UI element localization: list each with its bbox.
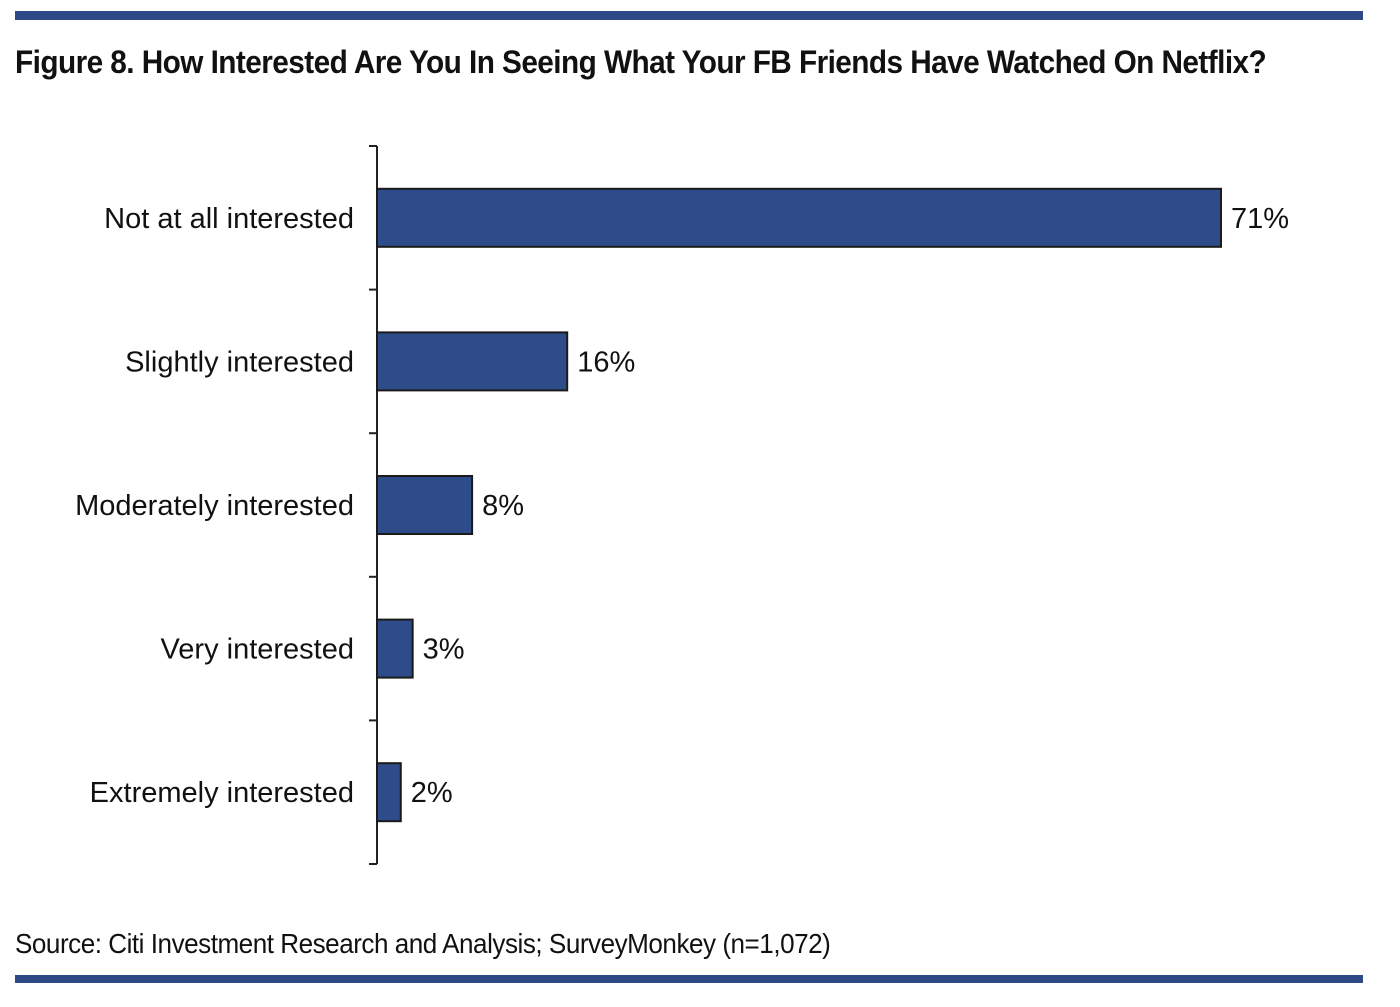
source-note: Source: Citi Investment Research and Ana… <box>15 928 831 959</box>
category-label: Extremely interested <box>90 777 354 809</box>
value-label: 3% <box>423 634 465 666</box>
category-label: Slightly interested <box>125 346 354 378</box>
bottom-rule <box>15 975 1363 983</box>
bar <box>376 331 569 392</box>
value-label: 8% <box>482 490 524 522</box>
figure-title: Figure 8. How Interested Are You In Seei… <box>15 44 1267 80</box>
bar <box>376 475 474 535</box>
top-rule <box>15 11 1363 20</box>
category-label: Moderately interested <box>75 490 354 522</box>
bar <box>376 187 1222 248</box>
value-label: 2% <box>411 777 453 809</box>
bar <box>376 762 402 823</box>
value-label: 71% <box>1231 203 1289 235</box>
bar <box>376 618 414 679</box>
category-label: Not at all interested <box>104 203 354 235</box>
category-label: Very interested <box>161 634 354 666</box>
value-label: 16% <box>577 346 635 378</box>
